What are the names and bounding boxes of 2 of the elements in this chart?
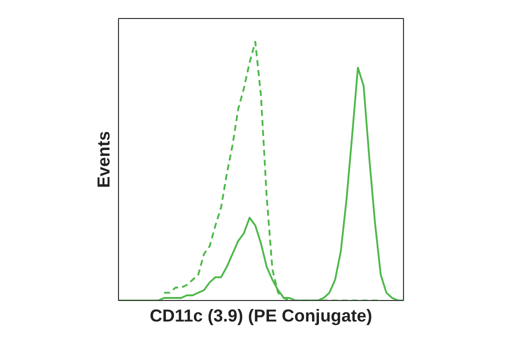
y-axis-title: Events <box>94 131 114 188</box>
x-axis-title: CD11c (3.9) (PE Conjugate) <box>150 306 372 326</box>
